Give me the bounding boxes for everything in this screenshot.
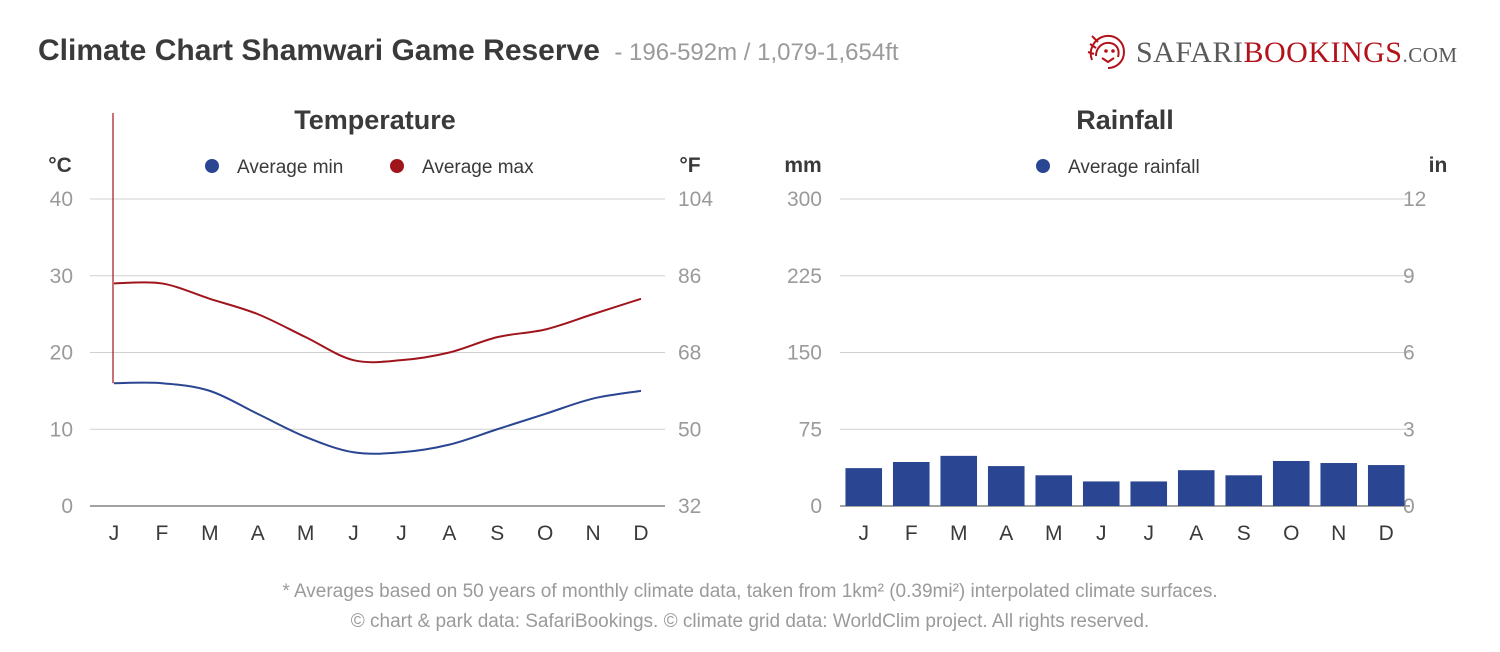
y-tick-label-right: 9	[1403, 265, 1415, 288]
x-tick-label: A	[442, 522, 456, 545]
y-tick-label-left: 20	[50, 342, 73, 365]
x-tick-label: M	[1045, 522, 1063, 545]
legend-label: Average min	[237, 157, 343, 178]
y-axis-label-left: °C	[48, 154, 72, 177]
x-tick-label: O	[1283, 522, 1299, 545]
rainfall-bar	[1367, 465, 1405, 506]
footnote-line2: © chart & park data: SafariBookings. © c…	[350, 611, 1150, 632]
y-tick-label-right: 32	[678, 495, 701, 518]
y-tick-label-left: 40	[50, 188, 73, 211]
y-tick-label-right: 6	[1403, 342, 1415, 365]
x-tick-label: S	[1237, 522, 1251, 545]
y-tick-label-right: 12	[1403, 188, 1426, 211]
y-tick-label-right: 3	[1403, 418, 1415, 441]
y-tick-label-left: 30	[50, 265, 73, 288]
x-tick-label: F	[155, 522, 168, 545]
chart-title: Temperature	[294, 105, 456, 135]
logo-text-safari: SAFARI	[1136, 36, 1244, 69]
y-tick-label-left: 75	[799, 418, 822, 441]
x-tick-label: M	[201, 522, 219, 545]
x-tick-label: D	[633, 522, 648, 545]
legend-marker	[1036, 159, 1050, 173]
y-tick-label-left: 10	[50, 418, 73, 441]
y-tick-label-left: 0	[61, 495, 73, 518]
x-tick-label: M	[297, 522, 315, 545]
y-tick-label-right: 104	[678, 188, 713, 211]
legend-label: Average max	[422, 157, 534, 178]
rainfall-bar	[1177, 470, 1215, 506]
y-tick-label-right: 86	[678, 265, 701, 288]
x-tick-label: F	[905, 522, 918, 545]
logo-text: SAFARIBOOKINGS.COM	[1136, 36, 1458, 70]
x-tick-label: A	[999, 522, 1013, 545]
x-tick-label: D	[1379, 522, 1394, 545]
y-tick-label-right: 68	[678, 342, 701, 365]
x-tick-label: J	[396, 522, 407, 545]
legend-label: Average rainfall	[1068, 157, 1200, 178]
logo[interactable]: SAFARIBOOKINGS.COM	[1086, 30, 1466, 74]
series-line-average-max	[113, 281, 642, 364]
y-tick-label-left: 225	[787, 265, 822, 288]
lion-head-icon	[1087, 34, 1126, 69]
y-axis-label-right: in	[1429, 154, 1448, 177]
rainfall-bar	[1130, 481, 1168, 506]
x-tick-label: J	[1144, 522, 1155, 545]
x-tick-label: O	[537, 522, 553, 545]
rainfall-bar	[845, 468, 883, 506]
legend-marker	[390, 159, 404, 173]
x-tick-label: J	[348, 522, 359, 545]
y-tick-label-right: 50	[678, 418, 701, 441]
y-tick-label-right: 0	[1403, 495, 1415, 518]
logo-text-bookings: BOOKINGS	[1243, 36, 1403, 69]
series-line-average-min	[113, 381, 642, 455]
x-tick-label: A	[1189, 522, 1203, 545]
legend-marker	[205, 159, 219, 173]
footnote-line1: * Averages based on 50 years of monthly …	[282, 581, 1218, 602]
y-axis-label-left: mm	[784, 154, 821, 177]
x-tick-label: J	[1096, 522, 1107, 545]
rainfall-bar	[1035, 475, 1073, 506]
x-tick-label: M	[950, 522, 968, 545]
x-tick-label: J	[859, 522, 870, 545]
chart-title: Rainfall	[1076, 105, 1174, 135]
x-tick-label: N	[586, 522, 601, 545]
rainfall-bar	[940, 455, 978, 506]
rainfall-bar	[1320, 463, 1358, 506]
rainfall-bar	[1225, 475, 1263, 506]
page-subtitle: - 196-592m / 1,079-1,654ft	[614, 39, 899, 66]
rainfall-bar	[987, 466, 1025, 506]
logo-text-com: .COM	[1402, 43, 1458, 67]
y-tick-label-left: 0	[810, 495, 822, 518]
x-tick-label: A	[251, 522, 265, 545]
rainfall-bar	[892, 461, 930, 506]
y-tick-label-left: 300	[787, 188, 822, 211]
header: Climate Chart Shamwari Game Reserve - 19…	[38, 34, 899, 68]
y-axis-label-right: °F	[679, 154, 700, 177]
page-title: Climate Chart Shamwari Game Reserve	[38, 34, 600, 67]
rainfall-bar	[1272, 460, 1310, 506]
x-tick-label: N	[1331, 522, 1346, 545]
x-tick-label: S	[490, 522, 504, 545]
x-tick-label: J	[109, 522, 120, 545]
y-tick-label-left: 150	[787, 342, 822, 365]
rainfall-bar	[1082, 481, 1120, 506]
